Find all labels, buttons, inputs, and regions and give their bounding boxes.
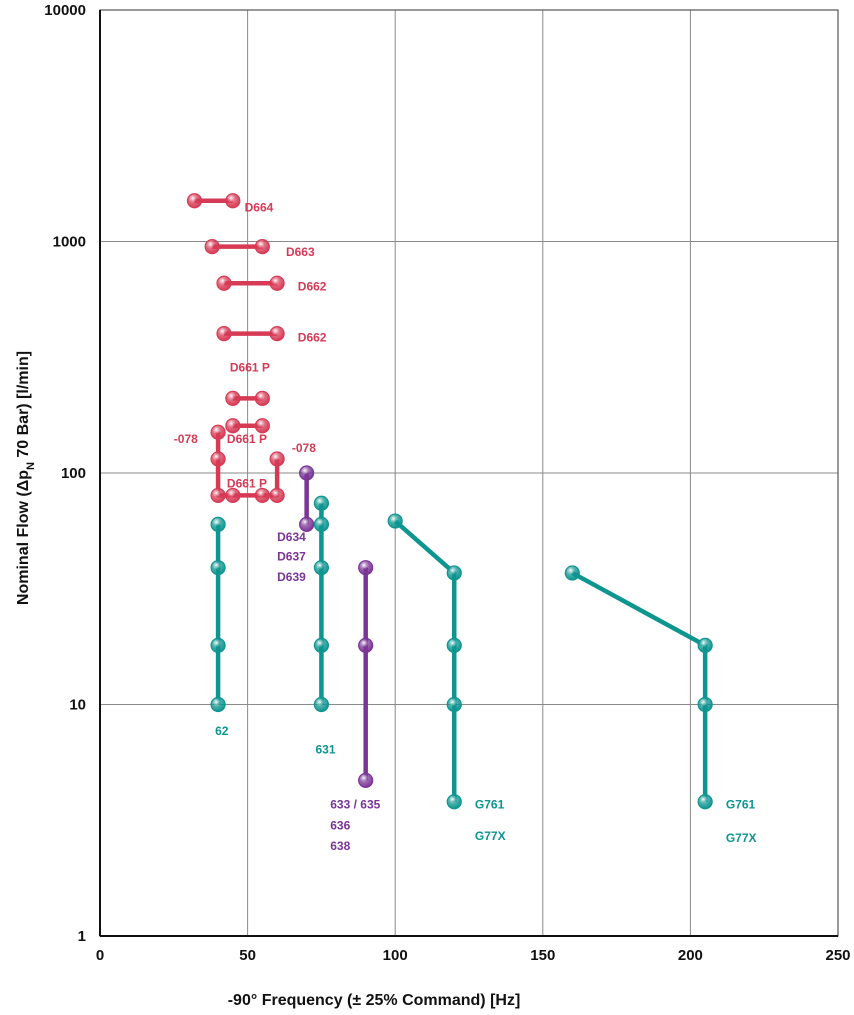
data-point xyxy=(210,637,226,654)
data-point xyxy=(269,451,285,467)
data-point xyxy=(269,487,285,504)
data-point xyxy=(225,390,241,407)
data-point xyxy=(204,239,220,255)
data-point xyxy=(225,418,241,434)
y-axis-label-delta: Δ xyxy=(15,480,32,492)
annotation-label: D661 P xyxy=(230,361,270,375)
data-point xyxy=(210,424,226,440)
data-point xyxy=(254,418,270,434)
data-point xyxy=(313,696,329,713)
data-point xyxy=(225,193,241,209)
y-axis-label-pre: Nominal Flow ( xyxy=(15,491,32,605)
data-point xyxy=(254,487,270,504)
y-tick-label: 10 xyxy=(69,697,86,714)
annotation-label: 636 xyxy=(330,819,350,833)
data-point xyxy=(216,326,232,342)
annotation-label: G77X xyxy=(726,831,757,845)
x-tick-label: 150 xyxy=(530,947,555,964)
data-point xyxy=(210,451,226,467)
annotation-label: D663 xyxy=(286,245,315,259)
annotation-label: G761 xyxy=(726,797,756,811)
x-axis-label: -90° Frequency (± 25% Command) [Hz] xyxy=(228,992,521,1009)
data-point xyxy=(210,487,226,504)
data-point xyxy=(697,637,713,654)
data-point xyxy=(313,560,329,576)
data-point xyxy=(210,560,226,576)
y-tick-label: 1 xyxy=(78,928,86,945)
tick-labels: 0 50 100 150 200 250 1 10 100 1000 10000 xyxy=(44,2,850,964)
data-point xyxy=(313,637,329,654)
data-point xyxy=(697,696,713,713)
data-point xyxy=(269,275,285,291)
annotation-label: D639 xyxy=(277,570,306,584)
annotation-label: D661 P xyxy=(227,477,267,491)
data-point xyxy=(210,696,226,713)
annotation-labels: D664 D663 D662 D662 D661 P -078 D661 P -078 D661… xyxy=(174,201,757,853)
annotation-label: D661 P xyxy=(227,432,267,446)
data-point xyxy=(186,193,203,209)
x-tick-label: 200 xyxy=(678,947,703,964)
annotation-label: D637 xyxy=(277,550,306,564)
annotation-label: G77X xyxy=(475,829,506,843)
y-tick-label: 100 xyxy=(61,465,86,482)
annotation-label: 633 / 635 xyxy=(330,797,380,811)
data-point xyxy=(254,239,270,255)
data-point xyxy=(313,495,329,511)
series-line xyxy=(393,519,457,802)
data-point xyxy=(299,516,315,532)
annotation-label: D662 xyxy=(298,330,327,344)
data-point xyxy=(269,326,285,342)
data-point xyxy=(225,487,241,504)
data-point xyxy=(254,390,270,407)
y-axis-label-sub: N xyxy=(25,462,37,470)
annotation-label: 62 xyxy=(215,724,229,738)
data-point xyxy=(446,565,462,581)
y-axis-label: Nominal Flow (ΔpN 70 Bar) [l/min] xyxy=(15,351,37,605)
annotation-label: D664 xyxy=(245,201,274,215)
data-point xyxy=(446,794,462,810)
data-point xyxy=(446,696,462,713)
data-point xyxy=(313,516,329,532)
grid-lines xyxy=(99,9,839,937)
data-point xyxy=(446,637,462,654)
y-axis-label-post: 70 Bar) [l/min] xyxy=(15,351,32,462)
annotation-label: D662 xyxy=(298,279,327,293)
data-point xyxy=(210,516,226,532)
data-point xyxy=(564,565,580,581)
series-layer xyxy=(186,193,713,810)
y-axis-label-p: p xyxy=(15,470,32,480)
data-point xyxy=(216,275,232,291)
data-point xyxy=(387,513,403,529)
data-point xyxy=(358,560,374,576)
data-point xyxy=(299,465,315,481)
y-tick-label: 10000 xyxy=(44,2,86,19)
data-point xyxy=(358,772,374,789)
x-tick-label: 0 xyxy=(96,947,104,964)
annotation-label: D634 xyxy=(277,530,306,544)
annotation-label: G761 xyxy=(475,797,505,811)
annotation-label: -078 xyxy=(174,432,198,446)
annotation-label: 631 xyxy=(315,742,335,756)
y-tick-label: 1000 xyxy=(53,234,86,251)
data-point xyxy=(358,637,374,654)
annotation-label: 638 xyxy=(330,839,350,853)
x-tick-label: 100 xyxy=(383,947,408,964)
annotation-label: -078 xyxy=(292,441,316,455)
series-line xyxy=(571,570,708,802)
x-tick-label: 50 xyxy=(239,947,256,964)
data-point xyxy=(697,794,713,810)
x-tick-label: 250 xyxy=(825,947,850,964)
